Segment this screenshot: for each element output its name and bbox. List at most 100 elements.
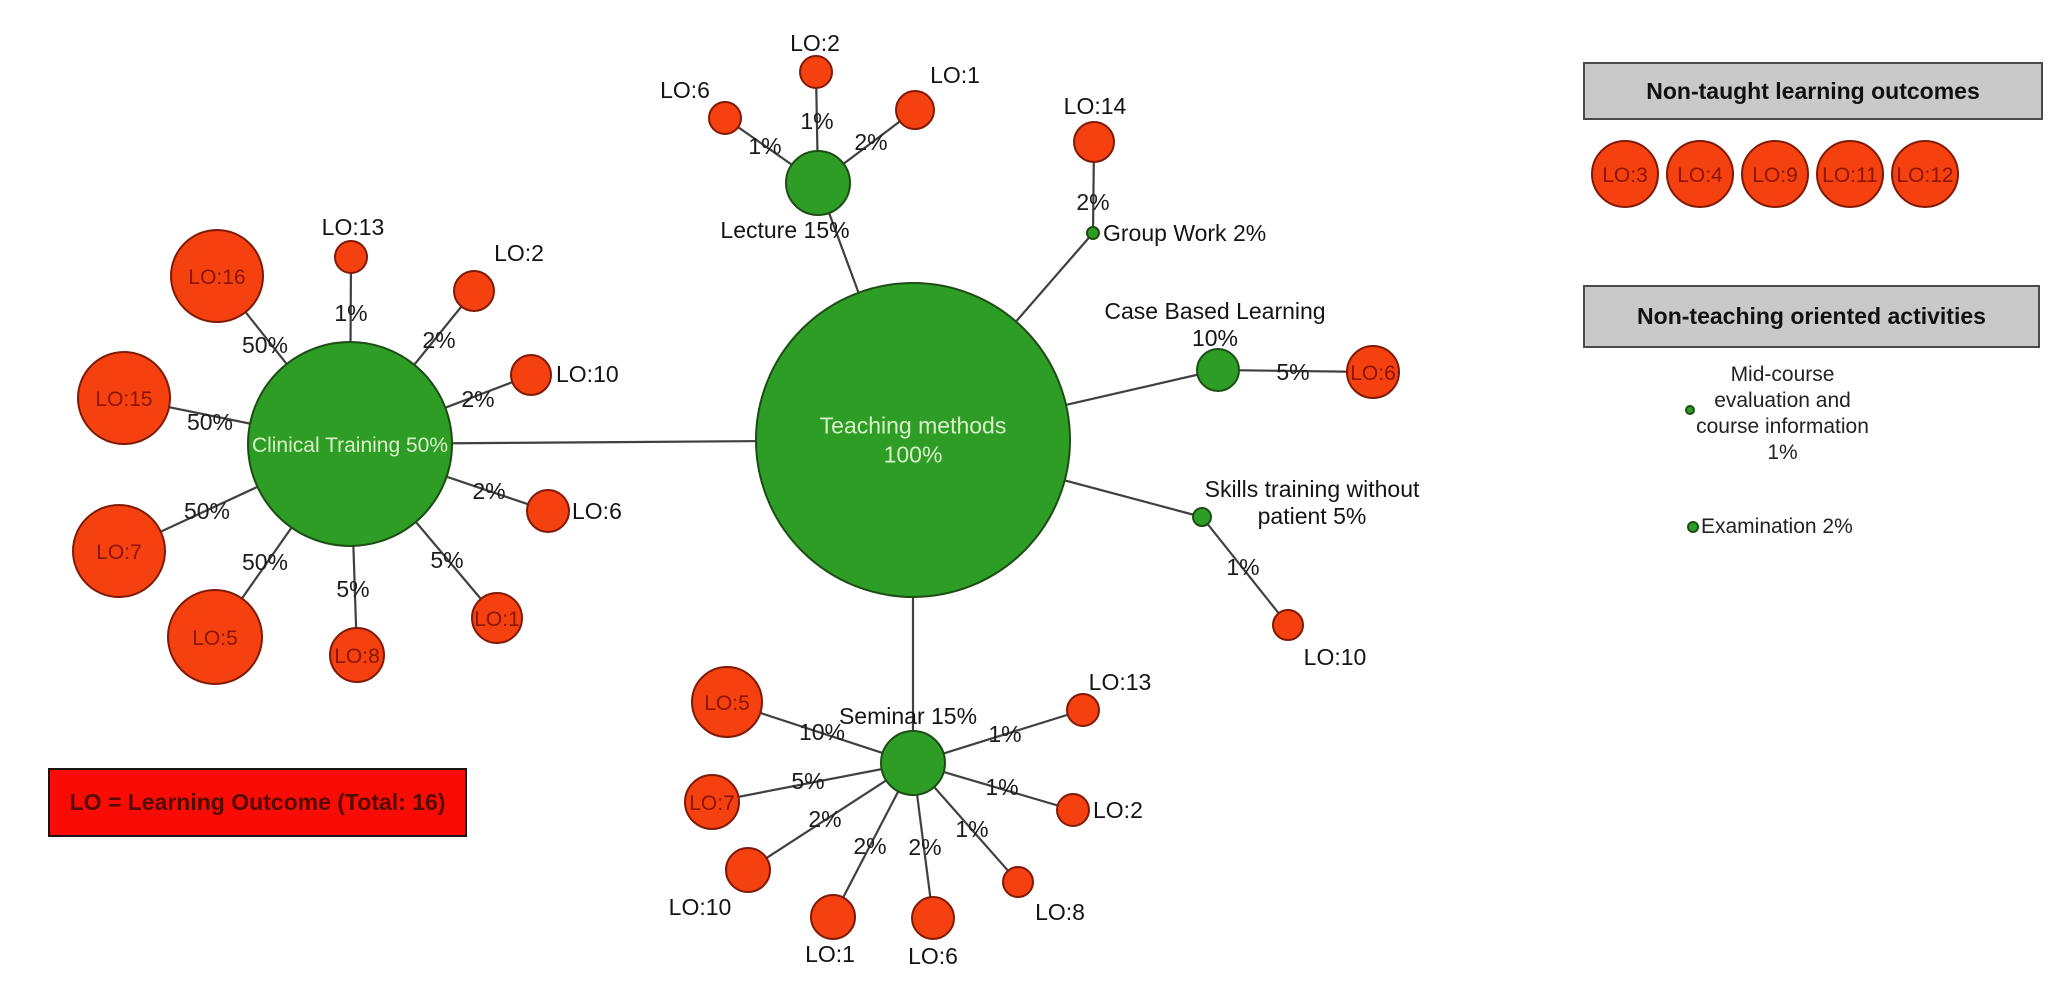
node-s10: [1272, 609, 1304, 641]
edge-label-clinical-c10: 2%: [461, 386, 494, 412]
label-m5: LO:5: [704, 692, 750, 715]
edge-label-cbl-b6: 5%: [1276, 359, 1309, 385]
label-l2: LO:2: [790, 30, 840, 56]
edge-label-lecture-l2: 1%: [800, 108, 833, 134]
label-cbl: 10%: [1192, 325, 1238, 351]
non-taught-header-label: Non-taught learning outcomes: [1646, 77, 1980, 104]
edge-label-clinical-c1: 5%: [430, 547, 463, 573]
node-teaching: [755, 282, 1071, 598]
label-c8: LO:8: [334, 645, 380, 668]
label-teaching: 100%: [884, 442, 943, 468]
edge-label-seminar-m2: 1%: [985, 774, 1018, 800]
label-c16: LO:16: [188, 266, 245, 289]
node-m2: [1056, 793, 1090, 827]
node-c16: [170, 229, 264, 323]
midcourse-line-1: Mid-course: [1730, 363, 1835, 386]
node-c6: [526, 489, 570, 533]
label-l6: LO:6: [660, 77, 710, 103]
label-c13: LO:13: [322, 214, 385, 240]
label-c7: LO:7: [96, 541, 142, 564]
edge-label-clinical-c16: 50%: [242, 332, 288, 358]
label-skills: Skills training without: [1205, 476, 1420, 502]
node-skills: [1192, 507, 1212, 527]
node-r9: [1741, 140, 1809, 208]
edge-label-groupwork-g14: 2%: [1076, 189, 1109, 215]
node-m8: [1002, 866, 1034, 898]
node-cbl: [1196, 348, 1240, 392]
label-r4: LO:4: [1677, 164, 1723, 187]
edge-label-seminar-m8: 1%: [955, 816, 988, 842]
node-midcourse-dot: [1685, 405, 1695, 415]
node-m1: [810, 894, 856, 940]
midcourse-line-4: 1%: [1767, 441, 1798, 464]
edge-label-seminar-m5: 10%: [799, 719, 845, 745]
node-g14: [1073, 121, 1115, 163]
node-c13: [334, 240, 368, 274]
node-r3: [1591, 140, 1659, 208]
edge-label-clinical-c8: 5%: [336, 576, 369, 602]
label-m13: LO:13: [1089, 669, 1152, 695]
node-m13: [1066, 693, 1100, 727]
node-r11: [1816, 140, 1884, 208]
label-teaching: Teaching methods: [820, 413, 1007, 439]
label-g14: LO:14: [1064, 93, 1127, 119]
label-r12: LO:12: [1896, 164, 1953, 187]
label-m6: LO:6: [908, 943, 958, 969]
node-seminar: [880, 730, 946, 796]
node-m6: [911, 896, 955, 940]
label-c2: LO:2: [494, 240, 544, 266]
node-clinical: [247, 341, 453, 547]
edge-label-clinical-c15: 50%: [187, 409, 233, 435]
label-s10: LO:10: [1304, 644, 1367, 670]
edge-label-clinical-c2: 2%: [422, 327, 455, 353]
examination-activity-label: Examination 2%: [1701, 515, 1853, 538]
node-r4: [1666, 140, 1734, 208]
non-taught-header: Non-taught learning outcomes: [1583, 62, 2043, 120]
label-cbl: Case Based Learning: [1104, 298, 1325, 324]
node-c1: [471, 592, 523, 644]
edge-label-seminar-m13: 1%: [988, 721, 1021, 747]
node-l6: [708, 101, 742, 135]
node-m7: [684, 774, 740, 830]
non-teaching-header: Non-teaching oriented activities: [1583, 285, 2040, 348]
label-l1: LO:1: [930, 62, 980, 88]
node-c2: [453, 270, 495, 312]
edge-label-seminar-m1: 2%: [853, 833, 886, 859]
legend-text: LO = Learning Outcome (Total: 16): [69, 789, 446, 815]
edge-label-lecture-l1: 2%: [854, 129, 887, 155]
node-c7: [72, 504, 166, 598]
edge-label-clinical-c6: 2%: [472, 478, 505, 504]
node-r12: [1891, 140, 1959, 208]
label-b6: LO:6: [1350, 362, 1396, 385]
label-c1: LO:1: [474, 608, 520, 631]
legend-box: LO = Learning Outcome (Total: 16): [48, 768, 467, 837]
edge-label-clinical-c7: 50%: [184, 498, 230, 524]
label-m10: LO:10: [669, 894, 732, 920]
edge-label-skills-s10: 1%: [1226, 554, 1259, 580]
label-r11: LO:11: [1822, 164, 1878, 187]
edge-label-clinical-c5: 50%: [242, 549, 288, 575]
label-r3: LO:3: [1602, 164, 1648, 187]
label-c10: LO:10: [556, 361, 619, 387]
non-teaching-header-label: Non-teaching oriented activities: [1637, 303, 1986, 329]
label-m1: LO:1: [805, 941, 855, 967]
edge-seminar-m7: [711, 761, 914, 804]
node-c10: [510, 354, 552, 396]
label-c5: LO:5: [192, 627, 238, 650]
node-b6: [1346, 345, 1400, 399]
label-m8: LO:8: [1035, 899, 1085, 925]
label-skills: patient 5%: [1258, 503, 1367, 529]
label-c6: LO:6: [572, 498, 622, 524]
node-l1: [895, 90, 935, 130]
edge-label-seminar-m10: 2%: [808, 806, 841, 832]
label-m2: LO:2: [1093, 797, 1143, 823]
label-c15: LO:15: [95, 388, 152, 411]
midcourse-line-2: evaluation and: [1714, 389, 1851, 412]
edge-label-seminar-m7: 5%: [791, 768, 824, 794]
node-groupwork: [1086, 226, 1100, 240]
node-lecture: [785, 150, 851, 216]
node-m10: [725, 847, 771, 893]
label-m7: LO:7: [689, 792, 735, 815]
edge-label-seminar-m6: 2%: [908, 834, 941, 860]
